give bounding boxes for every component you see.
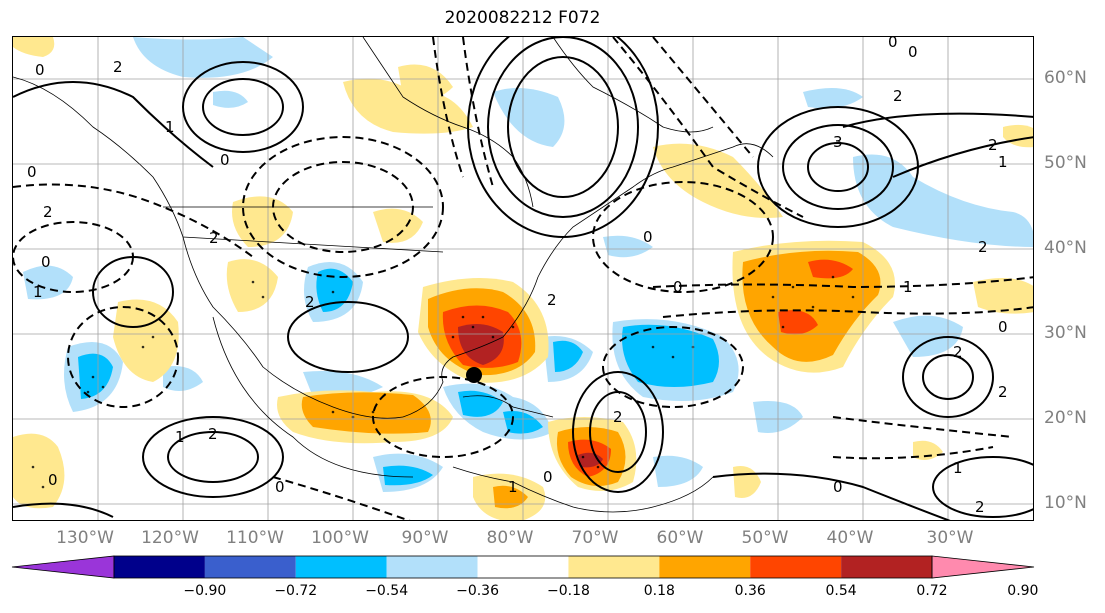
colorbar-segment xyxy=(295,556,387,578)
colorbar-segment xyxy=(386,556,478,578)
colorbar-tick-label: 0.72 xyxy=(916,583,948,599)
colorbar-frame xyxy=(113,555,933,579)
contour-label: 2 xyxy=(208,425,218,443)
colorbar-tick-label: −0.72 xyxy=(274,583,318,599)
contour-label: 0 xyxy=(543,468,553,486)
lon-label: 100°W xyxy=(311,528,369,548)
map-title: 2020082212 F072 xyxy=(444,8,601,28)
contour-label: 2 xyxy=(988,136,998,154)
contour-label: 0 xyxy=(998,318,1008,336)
lon-label: 130°W xyxy=(56,528,114,548)
colorbar-tick-label: −0.18 xyxy=(546,583,590,599)
contour-label: 2 xyxy=(613,408,623,426)
contour-label: 1 xyxy=(175,428,185,446)
contour-label: 0 xyxy=(908,43,918,61)
colorbar-extend-high xyxy=(931,555,1035,579)
colorbar-tick-label: 0.36 xyxy=(734,583,766,599)
shading-layer xyxy=(13,37,1033,520)
contour-label: 2 xyxy=(113,58,123,76)
contour-lines xyxy=(13,37,1033,520)
coastlines xyxy=(13,37,774,513)
colorbar-segment xyxy=(568,556,660,578)
contour-label: 2 xyxy=(547,291,557,309)
contour-label: 1 xyxy=(953,459,963,477)
lon-label: 30°W xyxy=(926,528,974,548)
lon-label: 110°W xyxy=(226,528,284,548)
colorbar-extend-low xyxy=(11,555,115,579)
lat-label: 10°N xyxy=(1044,493,1087,513)
lon-label: 120°W xyxy=(141,528,199,548)
contour-label: 0 xyxy=(888,37,898,51)
contour-label: 2 xyxy=(209,229,219,247)
contour-label: 0 xyxy=(673,278,683,296)
colorbar xyxy=(11,555,1035,579)
contour-label: 2 xyxy=(305,293,315,311)
colorbar-tick-label: 0.90 xyxy=(1007,583,1039,599)
lon-label: 90°W xyxy=(401,528,449,548)
colorbar-segment xyxy=(659,556,751,578)
contour-label-group: 0 0 2 3 2 1 0 0 0 2 2 2 1 2 0 2 1 2 0 0 … xyxy=(27,37,1008,516)
contour-label: 2 xyxy=(43,203,53,221)
contour-label: 2 xyxy=(893,87,903,105)
colorbar-segment xyxy=(841,556,932,578)
contour-label: 0 xyxy=(48,471,58,489)
colorbar-segment xyxy=(477,556,569,578)
storm-center-marker xyxy=(466,367,482,383)
contour-label: 1 xyxy=(903,278,913,296)
contour-label: 0 xyxy=(27,163,37,181)
colorbar-tick-label: −0.90 xyxy=(183,583,227,599)
lon-label: 50°W xyxy=(741,528,789,548)
contour-label: 3 xyxy=(833,133,843,151)
lat-label: 30°N xyxy=(1044,323,1087,343)
lat-label: 40°N xyxy=(1044,238,1087,258)
colorbar-segment xyxy=(114,556,205,578)
contour-label: 0 xyxy=(275,478,285,496)
contour-label: 0 xyxy=(643,228,653,246)
colorbar-segment xyxy=(750,556,842,578)
contour-label: 1 xyxy=(33,283,43,301)
lat-label: 20°N xyxy=(1044,408,1087,428)
lon-label: 60°W xyxy=(656,528,704,548)
map-panel: 0 0 2 3 2 1 0 0 0 2 2 2 1 2 0 2 1 2 0 0 … xyxy=(12,36,1034,521)
contour-label: 1 xyxy=(998,153,1008,171)
contour-label: 1 xyxy=(508,478,518,496)
lon-label: 40°W xyxy=(826,528,874,548)
contour-label: 0 xyxy=(220,151,230,169)
colorbar-tick-label: 0.18 xyxy=(643,583,675,599)
lon-label: 80°W xyxy=(486,528,534,548)
colorbar-segment xyxy=(204,556,296,578)
dashed-contours xyxy=(13,37,1033,520)
contour-label: 1 xyxy=(165,118,175,136)
lat-label: 60°N xyxy=(1044,68,1087,88)
colorbar-tick-label: 0.54 xyxy=(825,583,857,599)
lat-label: 50°N xyxy=(1044,153,1087,173)
colorbar-tick-label: −0.36 xyxy=(456,583,499,599)
contour-label: 2 xyxy=(975,498,985,516)
contour-label: 0 xyxy=(833,478,843,496)
map-canvas: 0 0 2 3 2 1 0 0 0 2 2 2 1 2 0 2 1 2 0 0 … xyxy=(13,37,1033,520)
lon-label: 70°W xyxy=(571,528,619,548)
contour-label: 0 xyxy=(35,61,45,79)
contour-label: 2 xyxy=(998,383,1008,401)
contour-label: 2 xyxy=(978,238,988,256)
contour-label: 0 xyxy=(41,253,51,271)
colorbar-tick-label: −0.54 xyxy=(365,583,409,599)
contour-label: 2 xyxy=(953,343,963,361)
